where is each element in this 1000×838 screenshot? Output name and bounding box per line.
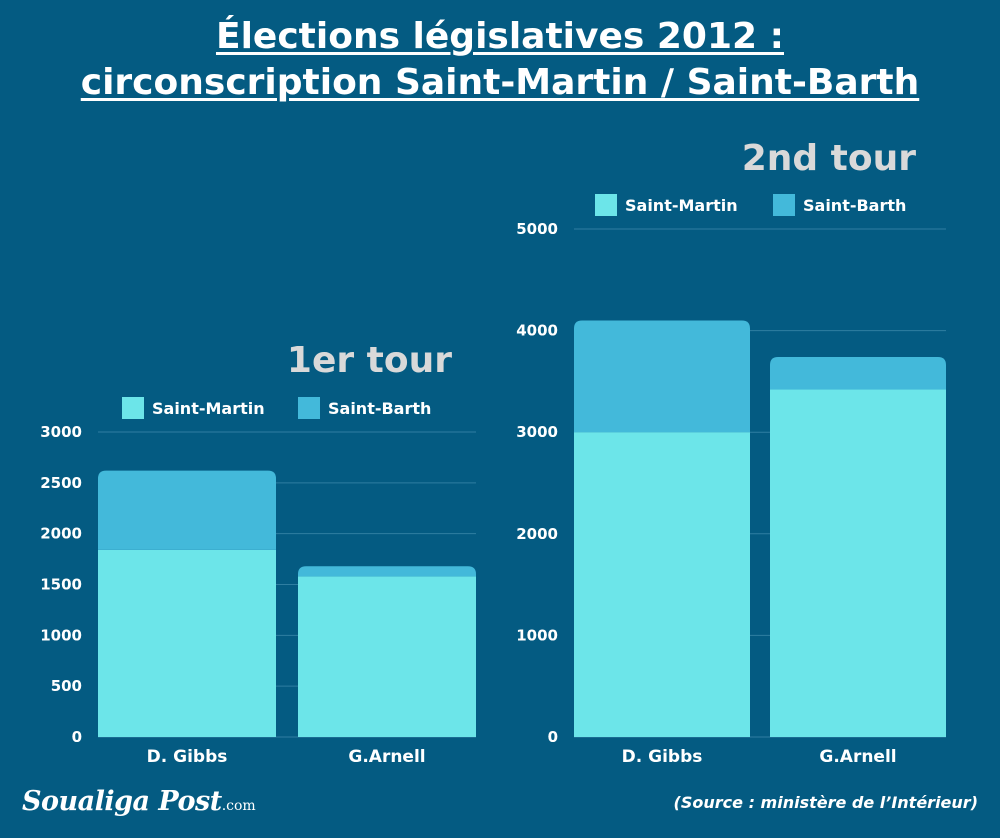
chart2-bar-arnell-saint-barth <box>770 357 946 390</box>
logo-suffix: .com <box>221 798 256 814</box>
chart2-bar-gibbs-saint-barth <box>574 320 750 433</box>
chart1-bar-arnell-saint-barth <box>298 566 476 577</box>
page-title: Élections législatives 2012 : circonscri… <box>0 14 1000 106</box>
chart2-bar-arnell-saint-martin <box>770 389 946 737</box>
logo-text: Soualiga Post <box>22 786 222 817</box>
page-title-line1: Élections législatives 2012 : <box>215 16 784 57</box>
chart2-x-category-label: G.Arnell <box>819 747 896 767</box>
chart2-y-tick-label: 1000 <box>516 626 558 644</box>
chart2-y-tick-label: 2000 <box>516 525 558 543</box>
chart1-y-tick-label: 1000 <box>40 626 82 644</box>
chart1-y-tick-label: 1500 <box>40 576 82 594</box>
chart2-legend-swatch-saint-martin <box>595 194 617 216</box>
chart2-legend-swatch-saint-barth <box>773 194 795 216</box>
chart1-y-tick-label: 2500 <box>40 474 82 492</box>
chart2-title: 2nd tour <box>742 138 917 179</box>
chart2-legend-label: Saint-Barth <box>803 196 906 215</box>
chart1-y-tick-label: 500 <box>51 677 82 695</box>
chart2-y-tick-label: 3000 <box>516 423 558 441</box>
chart1-y-tick-label: 2000 <box>40 525 82 543</box>
chart1-bar-gibbs-saint-barth <box>98 470 276 550</box>
chart1-title: 1er tour <box>287 340 452 381</box>
chart1-legend-swatch-saint-martin <box>122 397 144 419</box>
chart2-x-category-label: D. Gibbs <box>622 747 703 767</box>
chart1-y-tick-label: 0 <box>72 728 82 746</box>
chart2-y-tick-label: 4000 <box>516 322 558 340</box>
page-title-line2: circonscription Saint-Martin / Saint-Bar… <box>80 62 920 103</box>
chart1-legend-label: Saint-Martin <box>152 399 265 418</box>
chart2-legend-label: Saint-Martin <box>625 196 738 215</box>
chart1-x-category-label: D. Gibbs <box>147 747 228 767</box>
chart1-x-category-label: G.Arnell <box>348 747 425 767</box>
chart2-y-tick-label: 0 <box>548 728 558 746</box>
chart2-bar-gibbs-saint-martin <box>574 432 750 737</box>
chart1-bar-gibbs-saint-martin <box>98 549 276 737</box>
chart2-y-tick-label: 5000 <box>516 220 558 238</box>
chart1-y-tick-label: 3000 <box>40 423 82 441</box>
chart1-legend-swatch-saint-barth <box>298 397 320 419</box>
source-note: (Source : ministère de l’Intérieur) <box>673 793 978 812</box>
chart1-bar-arnell-saint-martin <box>298 576 476 737</box>
soualiga-post-logo: Soualiga Post.com <box>22 786 256 817</box>
chart1-legend-label: Saint-Barth <box>328 399 431 418</box>
